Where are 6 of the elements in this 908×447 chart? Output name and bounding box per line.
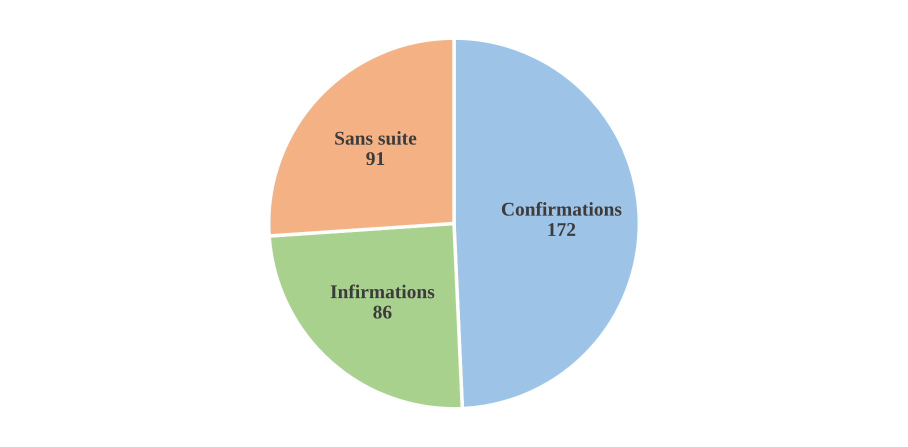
- data-label: 172: [548, 223, 576, 236]
- data-label: 86: [373, 306, 392, 319]
- slice-label: Infirmations: [330, 284, 434, 298]
- slice-label: Sans suite: [335, 131, 416, 145]
- data-label: 91: [366, 152, 384, 166]
- slice-label: Confirmations: [502, 202, 622, 216]
